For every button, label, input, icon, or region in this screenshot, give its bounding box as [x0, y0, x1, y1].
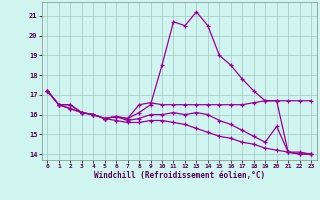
- X-axis label: Windchill (Refroidissement éolien,°C): Windchill (Refroidissement éolien,°C): [94, 171, 265, 180]
